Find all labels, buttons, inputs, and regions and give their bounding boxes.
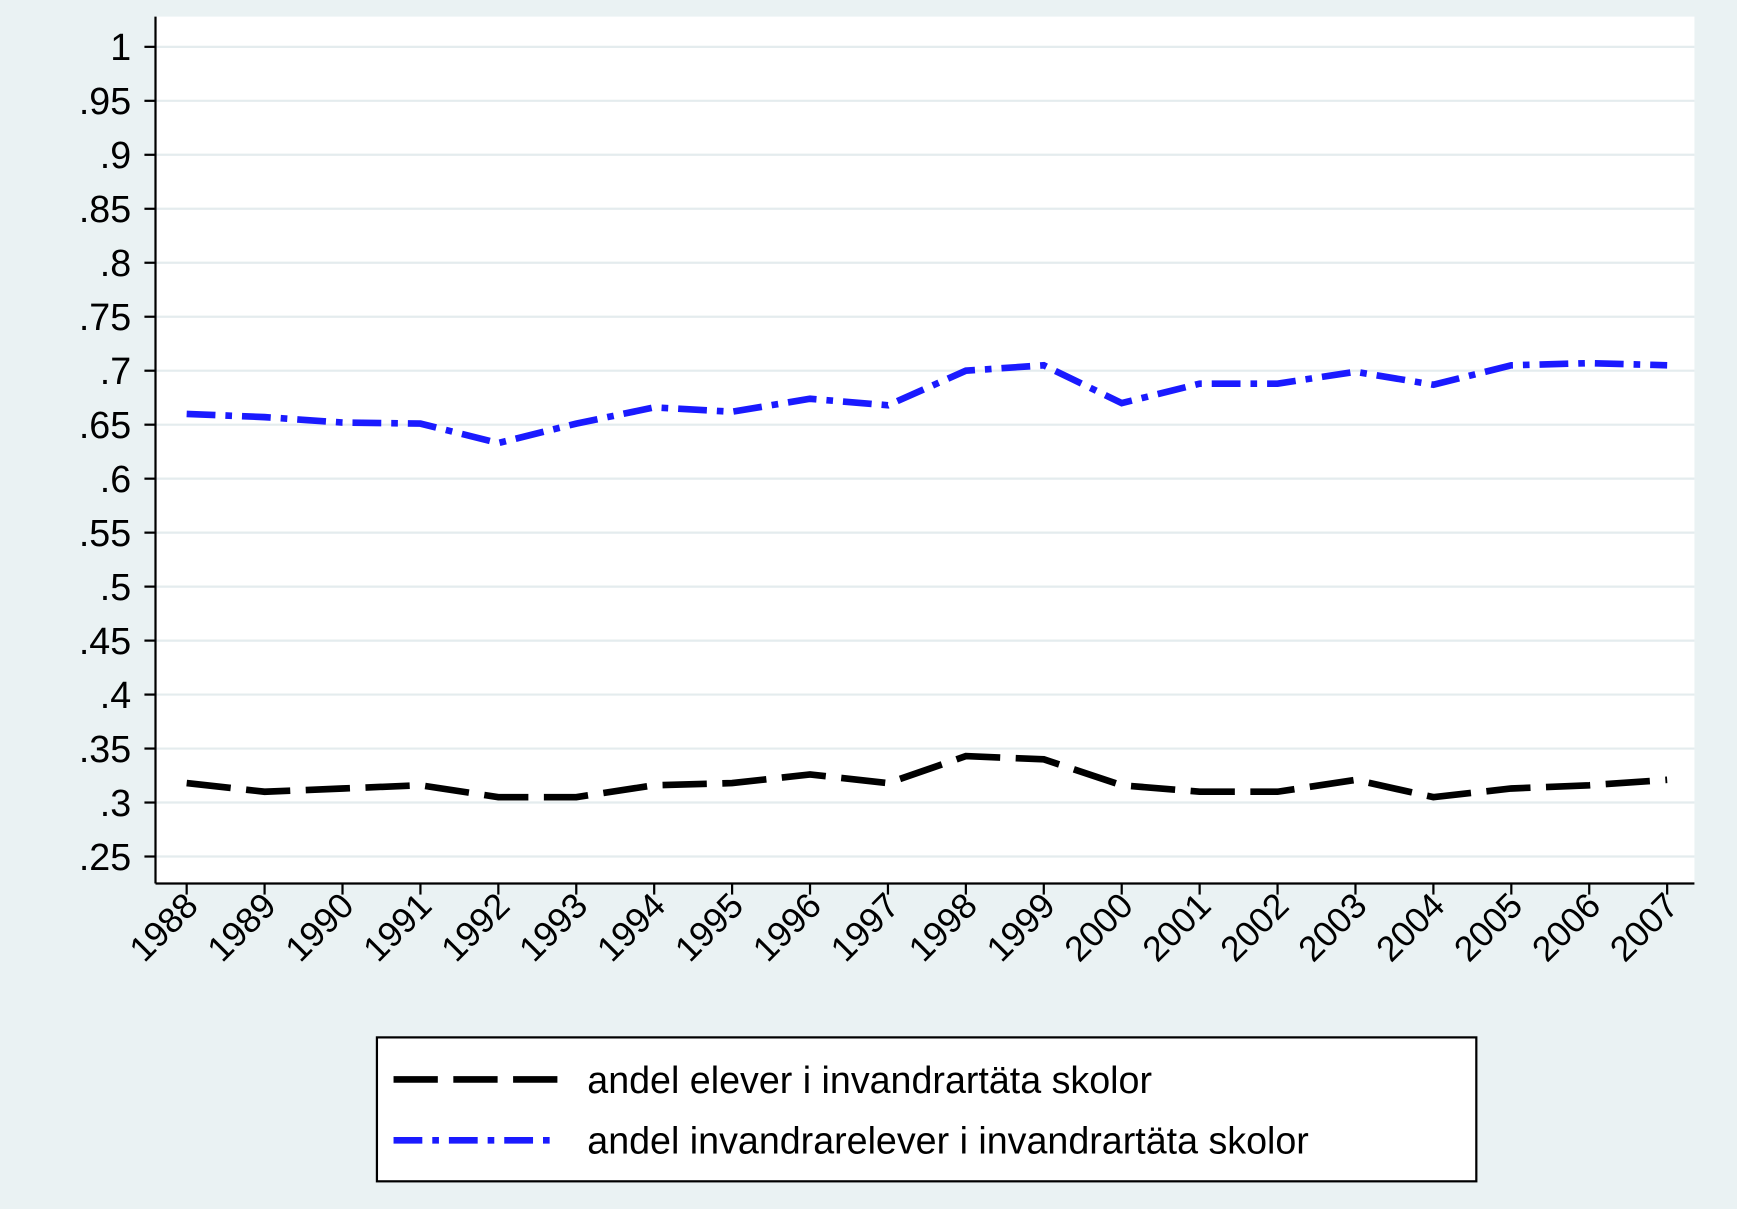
x-tick-label: 1990 [277,885,361,969]
grid [155,45,1695,858]
y-tick-label: .65 [79,404,131,446]
x-tick-label: 2001 [1135,885,1219,969]
x-tick-label: 1994 [589,885,673,969]
y-tick-label: .85 [79,188,131,230]
x-tick-label: 2000 [1057,885,1141,969]
series-line [186,359,1668,447]
x-tick-label: 2007 [1602,885,1686,969]
lines [186,359,1668,801]
legend [375,1036,1478,1183]
x-tick-label: 1989 [200,885,284,969]
y-tick-label: .8 [100,242,131,284]
y-tick-label: .75 [79,296,131,338]
legend-label: andel elever i invandrartäta skolor [587,1059,1152,1101]
y-tick-label: .5 [100,566,131,608]
y-tick-label: .9 [100,134,131,176]
x-tick-label: 1999 [979,885,1063,969]
x-tick-label: 2004 [1368,885,1452,969]
legend-label: andel invandrarelever i invandrartäta sk… [587,1120,1309,1162]
y-tick-label: .35 [79,728,131,770]
x-tick-label: 1997 [823,885,907,969]
x-tick-label: 1996 [745,885,829,969]
x-tick-label: 1992 [433,885,517,969]
x-tick-label: 2006 [1524,885,1608,969]
x-tick-label: 1998 [901,885,985,969]
y-tick-label: .7 [100,350,131,392]
y-tick-label: .25 [79,836,131,878]
series-line [186,752,1668,801]
x-tick-label: 2005 [1446,885,1530,969]
y-tick-label: .55 [79,512,131,554]
y-tick-label: .4 [100,674,131,716]
x-tick-label: 1995 [667,885,751,969]
x-tick-label: 1993 [511,885,595,969]
y-tick-label: .45 [79,620,131,662]
x-tick-label: 1991 [355,885,439,969]
y-tick-label: 1 [110,26,131,68]
y-tick-label: .95 [79,80,131,122]
y-tick-label: .6 [100,458,131,500]
x-tick-label: 2003 [1290,885,1374,969]
x-tick-label: 2002 [1213,885,1297,969]
plot-area [155,16,1695,884]
x-tick-label: 1988 [122,885,206,969]
legend-entries: andel elever i invandrartäta skolor andel… [393,1059,1309,1162]
y-tick-label: .3 [100,782,131,824]
